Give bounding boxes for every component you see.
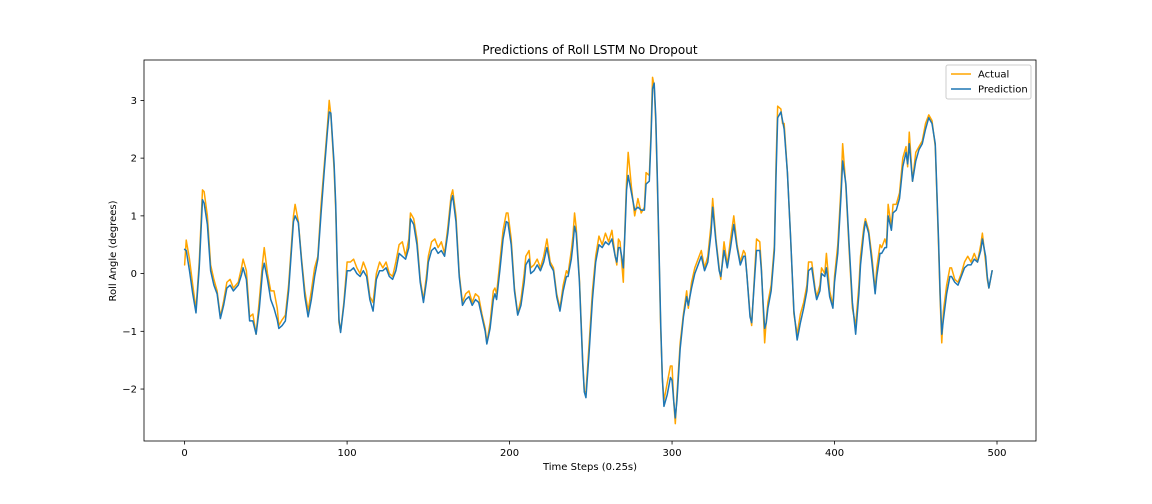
y-tick-label: 3	[131, 96, 137, 107]
x-tick-label: 0	[181, 448, 187, 459]
series-line-prediction	[183, 82, 993, 419]
y-axis-label: Roll Angle (degrees)	[108, 200, 119, 301]
x-tick-label: 400	[825, 448, 844, 459]
y-tick-label: 0	[131, 269, 137, 280]
plot-frame	[143, 59, 1037, 442]
legend-label-prediction: Prediction	[978, 85, 1028, 96]
x-axis-label: Time Steps (0.25s)	[542, 462, 637, 473]
y-tick-label: 2	[131, 154, 137, 165]
x-tick-label: 500	[987, 448, 1006, 459]
y-tick-label: −1	[122, 327, 137, 338]
plot-area	[183, 76, 993, 425]
x-axis: 0 100 200 300 400 500	[181, 441, 1007, 459]
y-tick-label: −2	[122, 385, 137, 396]
x-tick-label: 100	[338, 448, 357, 459]
y-axis: −2 −1 0 1 2 3	[122, 96, 144, 396]
x-tick-label: 300	[663, 448, 682, 459]
chart-title: Predictions of Roll LSTM No Dropout	[482, 43, 697, 57]
legend: Actual Prediction	[945, 64, 1032, 100]
y-tick-label: 1	[131, 211, 137, 222]
x-tick-label: 200	[500, 448, 519, 459]
legend-label-actual: Actual	[978, 70, 1009, 81]
